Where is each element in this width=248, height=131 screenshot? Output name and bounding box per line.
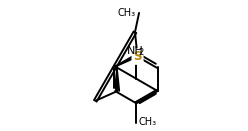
Text: CH₃: CH₃ <box>139 117 157 127</box>
Text: 2: 2 <box>139 48 144 57</box>
Text: S: S <box>133 50 142 63</box>
Text: CH₃: CH₃ <box>118 8 136 18</box>
Text: NH: NH <box>127 46 144 56</box>
